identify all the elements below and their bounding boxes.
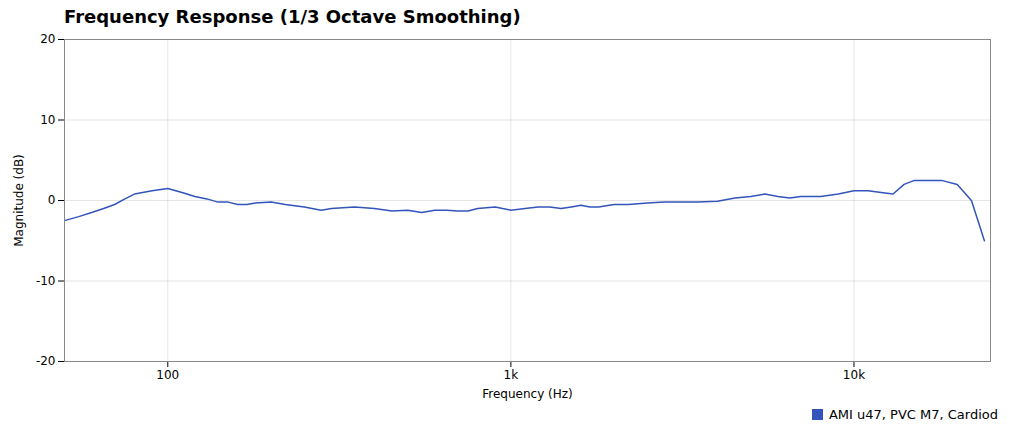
svg-text:100: 100 <box>156 368 179 382</box>
svg-text:10: 10 <box>40 113 55 127</box>
svg-text:-20: -20 <box>36 354 56 368</box>
svg-text:0: 0 <box>48 193 56 207</box>
svg-text:-10: -10 <box>36 274 56 288</box>
svg-text:20: 20 <box>40 32 55 46</box>
html-text:AMI u47, PVC M7, Cardiod: AMI u47, PVC M7, Cardiod <box>829 407 998 422</box>
svg-text:Frequency (Hz): Frequency (Hz) <box>482 387 573 401</box>
svg-text:1k: 1k <box>504 368 519 382</box>
svg-text:Magnitude (dB): Magnitude (dB) <box>12 154 26 247</box>
svg-text:10k: 10k <box>843 368 865 382</box>
html-text:Frequency Response (1/3 Octave: Frequency Response (1/3 Octave Smoothing… <box>64 6 521 27</box>
